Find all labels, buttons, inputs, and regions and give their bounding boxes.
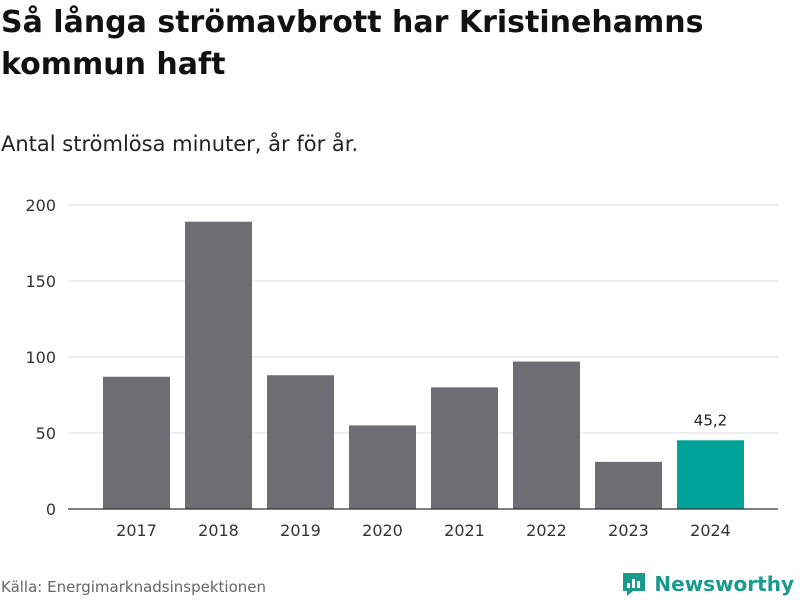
bar [267,375,334,509]
x-tick-label: 2021 [444,521,485,540]
bar [595,461,662,509]
bar [677,440,744,509]
chart-subtitle: Antal strömlösa minuter, år för år. [1,132,359,156]
newsworthy-logo-icon [623,573,646,596]
y-tick-label: 50 [36,424,56,443]
bar [513,361,580,509]
y-tick-label: 200 [25,196,56,215]
x-tick-label: 2018 [198,521,239,540]
x-tick-label: 2020 [362,521,403,540]
y-tick-label: 150 [25,272,56,291]
source-note: Källa: Energimarknadsinspektionen [1,578,267,596]
x-tick-label: 2019 [280,521,321,540]
y-tick-label: 100 [25,348,56,367]
y-tick-label: 0 [46,500,56,519]
chart-title: Så långa strömavbrott har Kristinehamns … [1,5,704,82]
brand-name: Newsworthy [654,572,794,596]
newsworthy-brand: Newsworthy [620,570,794,598]
bar [349,425,416,509]
x-tick-label: 2024 [690,521,731,540]
bar [185,221,252,509]
x-tick-label: 2022 [526,521,567,540]
x-tick-label: 2017 [116,521,157,540]
data-label: 45,2 [694,411,727,429]
bar [103,376,170,509]
x-tick-label: 2023 [608,521,649,540]
bar [431,387,498,509]
